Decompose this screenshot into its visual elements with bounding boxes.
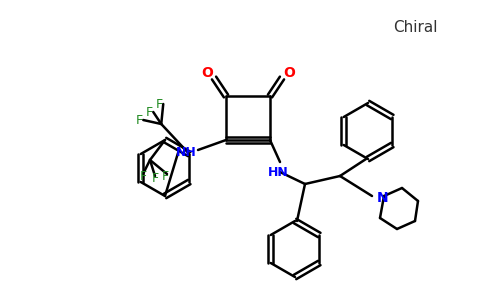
Text: HN: HN bbox=[268, 166, 288, 178]
Text: F: F bbox=[162, 169, 168, 182]
Text: NH: NH bbox=[176, 146, 197, 160]
Text: O: O bbox=[201, 66, 213, 80]
Text: O: O bbox=[283, 66, 295, 80]
Text: F: F bbox=[146, 106, 153, 118]
Text: Chiral: Chiral bbox=[393, 20, 437, 35]
Text: F: F bbox=[136, 113, 143, 127]
Text: F: F bbox=[151, 172, 159, 184]
Text: F: F bbox=[156, 98, 163, 110]
Text: F: F bbox=[139, 169, 147, 182]
Text: N: N bbox=[377, 191, 389, 205]
